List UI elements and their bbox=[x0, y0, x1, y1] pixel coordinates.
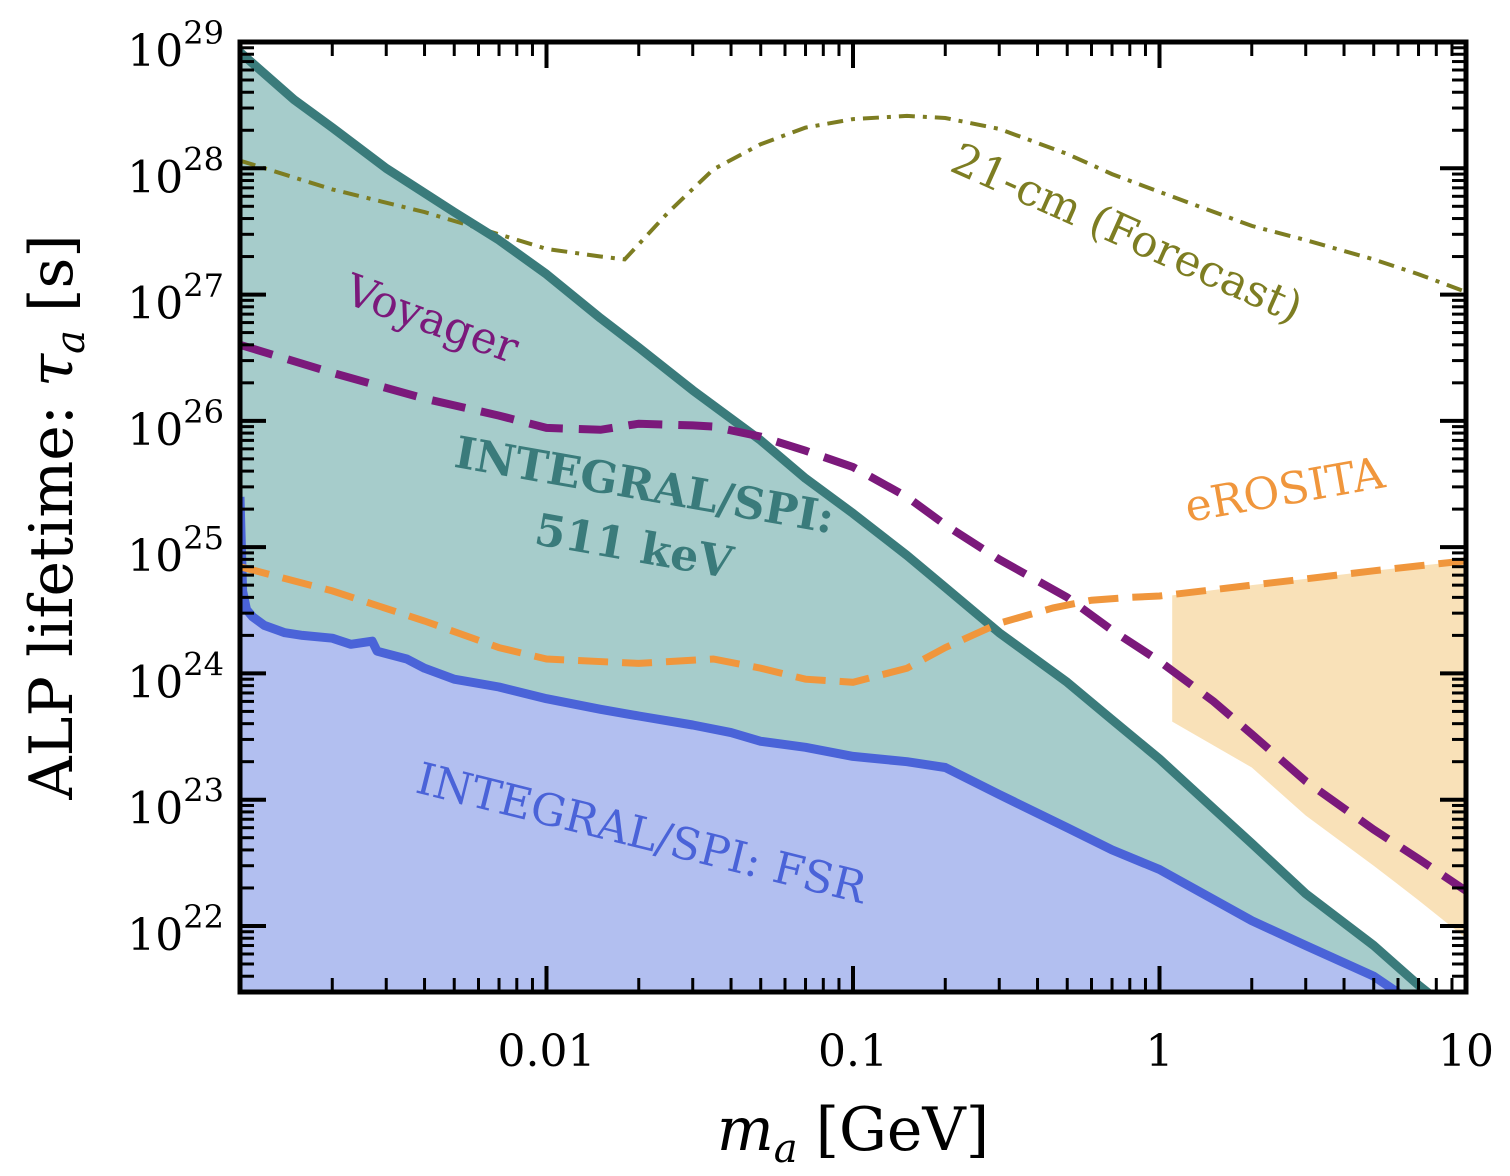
x-axis-title: ma [GeV] bbox=[717, 1095, 989, 1172]
filled-regions bbox=[240, 52, 1466, 992]
x-tick-label: 0.01 bbox=[498, 1026, 596, 1077]
integral-fsr-region bbox=[240, 496, 1397, 992]
erosita-line bbox=[240, 557, 1466, 686]
21cm-forecast-line bbox=[240, 113, 1466, 294]
y-tick-label: 1022 bbox=[127, 898, 224, 961]
y-axis-title: ALP lifetime:τa[s] bbox=[17, 234, 94, 800]
y-tick-label: 1023 bbox=[127, 772, 224, 835]
integral-fsr-line bbox=[240, 496, 1405, 992]
integral-511kev-line bbox=[240, 48, 1435, 992]
x-tick-label: 10 bbox=[1438, 1026, 1494, 1077]
voyager-line bbox=[240, 340, 1466, 895]
y-tick-label: 1029 bbox=[127, 14, 224, 77]
y-tick-label: 1027 bbox=[127, 267, 224, 330]
label-21cm-forecast: 21-cm (Forecast) bbox=[944, 133, 1310, 333]
y-tick-label: 1026 bbox=[127, 393, 224, 456]
label-erosita: eROSITA bbox=[1181, 447, 1389, 532]
x-tick-label: 1 bbox=[1146, 1026, 1174, 1077]
x-tick-label: 0.1 bbox=[818, 1026, 888, 1077]
constraint-curves bbox=[240, 48, 1466, 992]
y-tick-label: 1025 bbox=[127, 519, 224, 582]
y-tick-labels: 1022 1023 1024 1025 1026 1027 1028 1029 bbox=[127, 14, 224, 961]
x-tick-labels: 0.01 0.1 1 10 bbox=[498, 1026, 1494, 1077]
erosita-region bbox=[1172, 560, 1466, 939]
plot-frame bbox=[237, 39, 1469, 995]
y-tick-label: 1028 bbox=[127, 140, 224, 203]
y-tick-label: 1024 bbox=[127, 645, 224, 708]
